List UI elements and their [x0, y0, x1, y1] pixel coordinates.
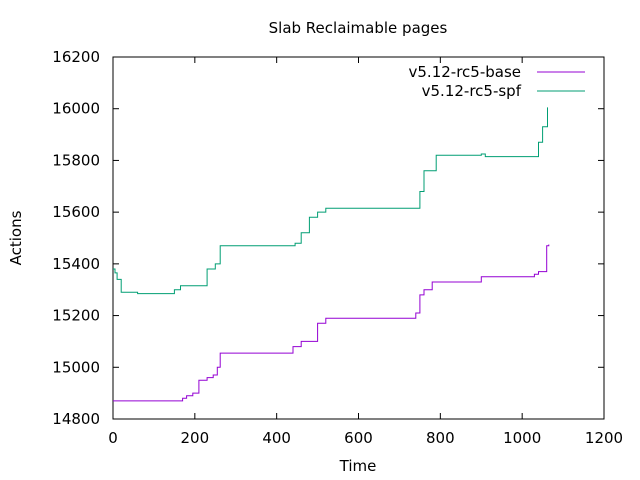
x-tick-label: 400 — [262, 429, 291, 447]
x-tick-label: 0 — [108, 429, 118, 447]
legend-label: v5.12-rc5-base — [409, 63, 522, 81]
series-line-1 — [113, 107, 548, 295]
x-axis-label: Time — [339, 457, 377, 475]
series-line-0 — [113, 244, 550, 402]
axis-ticks: 0 200 400 600 800 1000 1200 14800 15000 15200 1540… — [52, 48, 623, 447]
data-series — [113, 107, 550, 402]
y-tick-label: 15400 — [52, 255, 100, 273]
chart-title: Slab Reclaimable pages — [269, 19, 448, 37]
y-tick-label: 15000 — [52, 358, 100, 376]
y-tick-label: 15200 — [52, 307, 100, 325]
legend-label: v5.12-rc5-spf — [422, 82, 522, 100]
y-axis-label: Actions — [7, 210, 25, 265]
x-tick-label: 200 — [181, 429, 210, 447]
x-tick-label: 600 — [344, 429, 373, 447]
y-tick-label: 16200 — [52, 48, 100, 66]
y-tick-label: 14800 — [52, 410, 100, 428]
y-tick-label: 16000 — [52, 100, 100, 118]
x-tick-label: 1200 — [585, 429, 623, 447]
x-tick-label: 800 — [426, 429, 455, 447]
plot-area — [112, 56, 605, 420]
y-tick-label: 15600 — [52, 203, 100, 221]
x-tick-label: 1000 — [503, 429, 541, 447]
y-tick-label: 15800 — [52, 151, 100, 169]
